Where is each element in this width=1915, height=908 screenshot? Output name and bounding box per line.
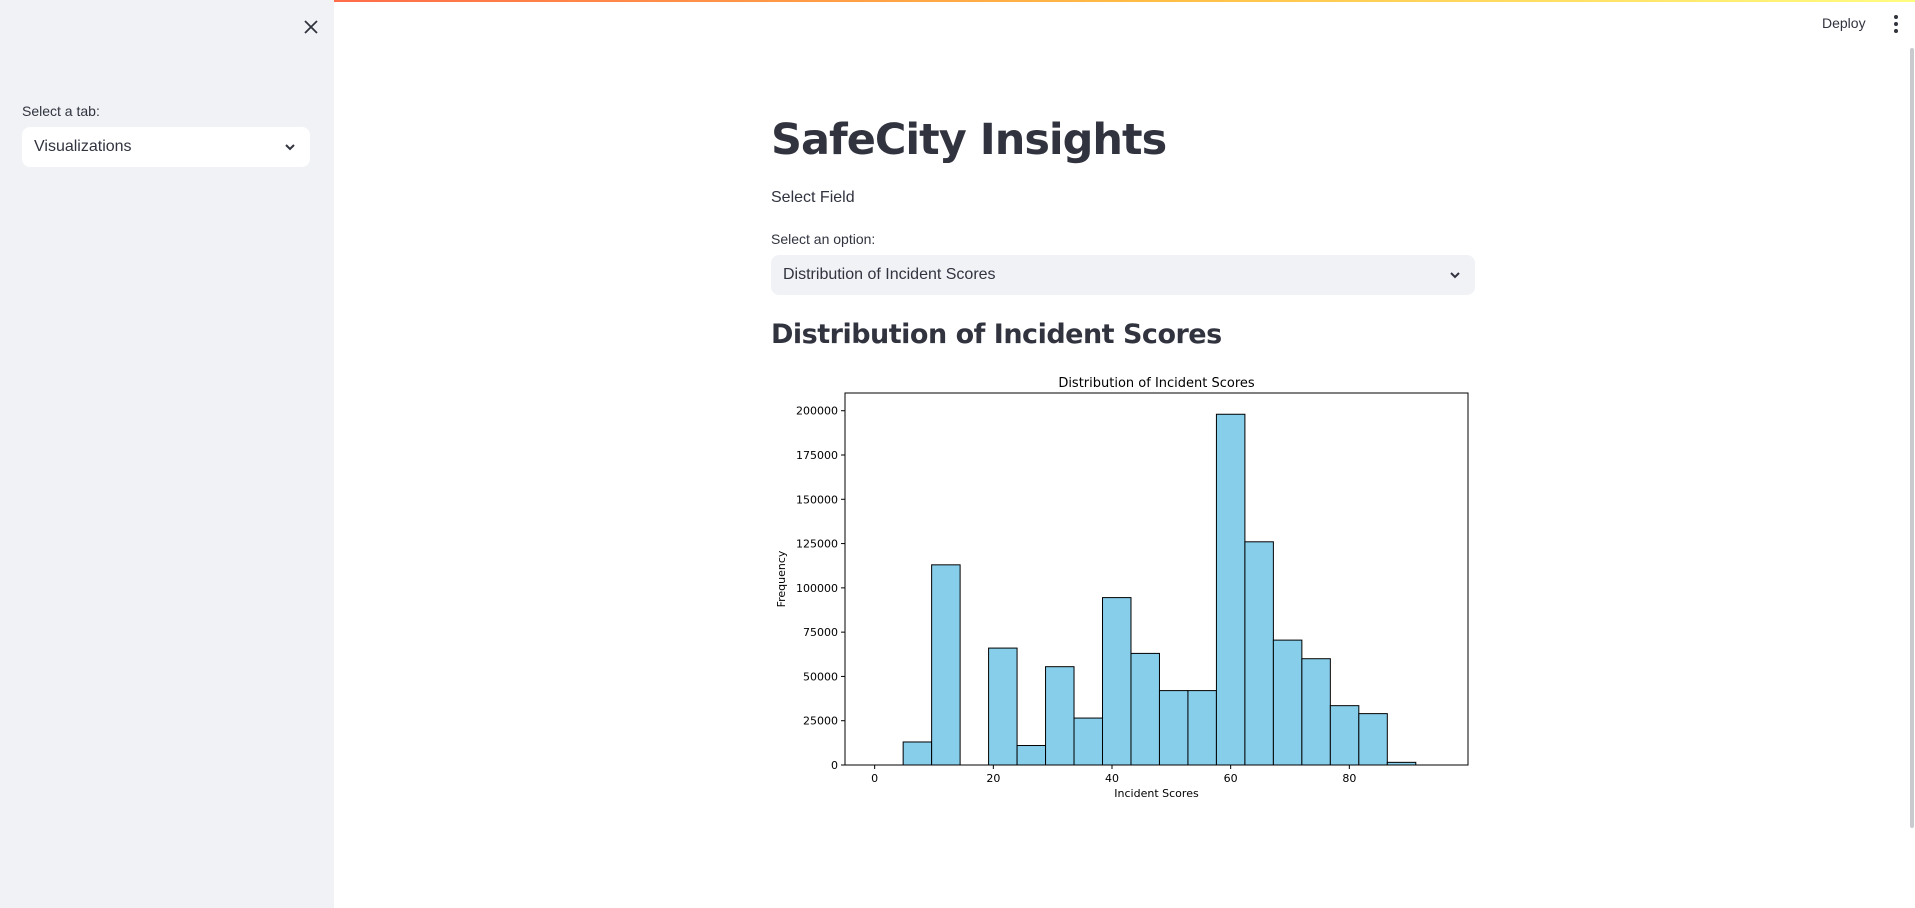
y-tick-label: 175000 (796, 449, 838, 462)
deploy-button[interactable]: Deploy (1822, 15, 1866, 31)
histogram-bar (931, 564, 961, 766)
tab-select-value: Visualizations (34, 138, 132, 155)
chart-title: Distribution of Incident Scores (1058, 376, 1255, 391)
chevron-down-icon (285, 144, 295, 151)
histogram-bar (1301, 658, 1331, 766)
scrollbar[interactable] (1910, 48, 1914, 828)
option-select[interactable]: Distribution of Incident Scores (771, 255, 1475, 295)
y-tick-label: 0 (831, 759, 838, 772)
option-select-value: Distribution of Incident Scores (783, 266, 996, 283)
plot-frame (844, 392, 1469, 766)
histogram-bar (1358, 713, 1388, 766)
x-tick-label: 20 (986, 772, 1000, 785)
top-decoration-line (0, 0, 1915, 2)
section-title: Distribution of Incident Scores (771, 319, 1222, 350)
histogram-bar (1272, 639, 1303, 766)
histogram-bar (988, 647, 1018, 766)
x-tick-label: 40 (1105, 772, 1119, 785)
close-sidebar-button[interactable] (300, 16, 322, 38)
histogram-bar (1016, 745, 1047, 766)
x-axis-label: Incident Scores (1114, 787, 1199, 800)
kebab-menu-icon (1894, 15, 1898, 19)
y-tick-label: 200000 (796, 405, 838, 418)
main-menu-button[interactable] (1889, 13, 1903, 35)
y-tick-label: 25000 (803, 715, 838, 728)
sidebar: Select a tab: Visualizations (0, 0, 334, 908)
histogram-bar (1187, 690, 1217, 766)
y-tick-label: 75000 (803, 626, 838, 639)
y-axis-label: Frequency (775, 550, 788, 607)
x-tick-label: 80 (1342, 772, 1356, 785)
histogram-bar (1102, 597, 1132, 766)
tab-select[interactable]: Visualizations (22, 127, 310, 167)
y-tick-label: 125000 (796, 538, 838, 551)
option-select-label: Select an option: (771, 231, 876, 247)
y-tick-label: 100000 (796, 582, 838, 595)
histogram-bar (1045, 666, 1075, 766)
chevron-down-icon (1450, 272, 1460, 279)
x-tick-label: 0 (871, 772, 878, 785)
select-field-text: Select Field (771, 189, 855, 206)
close-icon (304, 20, 318, 34)
histogram-bar (1329, 705, 1360, 766)
y-tick-label: 50000 (803, 670, 838, 683)
tab-select-label: Select a tab: (22, 103, 100, 119)
histogram-chart: 0 20 40 60 80 0 25000 50000 75000 100000 125000 150… (771, 368, 1475, 808)
histogram-bar (902, 741, 933, 766)
page-title: SafeCity Insights (771, 115, 1167, 165)
y-tick-label: 150000 (796, 493, 838, 506)
histogram-bar (1130, 652, 1160, 766)
histogram-bar (1073, 717, 1104, 766)
histogram-bar (1158, 690, 1189, 766)
histogram-bar (1215, 413, 1246, 766)
histogram-svg: 0 20 40 60 80 0 25000 50000 75000 100000 125000 150… (775, 376, 1469, 800)
x-tick-label: 60 (1224, 772, 1238, 785)
histogram-bar (1244, 541, 1274, 766)
